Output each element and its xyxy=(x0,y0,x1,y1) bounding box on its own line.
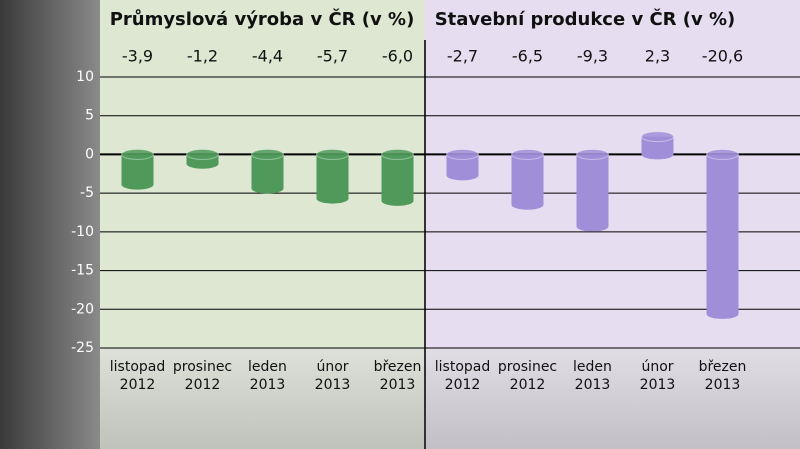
y-tick-label: -20 xyxy=(71,301,94,317)
bar xyxy=(381,154,414,201)
y-tick-label: 10 xyxy=(76,69,94,85)
y-tick-label: -25 xyxy=(71,340,94,356)
y-tick-label: -5 xyxy=(80,185,94,201)
bar xyxy=(576,154,609,227)
side-strip xyxy=(0,0,100,449)
x-tick-label: prosinec xyxy=(173,359,232,375)
x-tick-label: listopad xyxy=(435,359,490,375)
value-label: -6,0 xyxy=(382,47,413,66)
bar-cap xyxy=(316,148,349,160)
y-tick-label: -15 xyxy=(71,263,94,279)
x-tick-label: 2012 xyxy=(510,377,546,393)
value-label: -5,7 xyxy=(317,47,348,66)
x-tick-label: leden xyxy=(573,359,612,375)
x-tick-label: únor xyxy=(641,359,673,375)
chart-title: Průmyslová výroba v ČR (v %) xyxy=(110,8,415,30)
x-tick-label: listopad xyxy=(110,359,165,375)
bar xyxy=(706,154,739,314)
bar-cap xyxy=(641,131,674,143)
value-label: -3,9 xyxy=(122,47,153,66)
x-tick-label: 2013 xyxy=(250,377,286,393)
x-tick-label: 2013 xyxy=(575,377,611,393)
value-label: -2,7 xyxy=(447,47,478,66)
value-label: -4,4 xyxy=(252,47,283,66)
chart-title: Stavební produkce v ČR (v %) xyxy=(435,8,736,30)
bar-cap xyxy=(251,148,284,160)
bar xyxy=(121,154,154,185)
y-tick-label: 5 xyxy=(85,108,94,124)
x-tick-label: 2012 xyxy=(185,377,221,393)
bottom-bg xyxy=(100,348,800,449)
value-label: -9,3 xyxy=(577,47,608,66)
x-tick-label: leden xyxy=(248,359,287,375)
value-label: 2,3 xyxy=(645,47,670,66)
x-tick-label: únor xyxy=(316,359,348,375)
x-tick-label: prosinec xyxy=(498,359,557,375)
y-tick-label: -10 xyxy=(71,224,94,240)
bar-cap xyxy=(381,148,414,160)
bar xyxy=(511,154,544,205)
x-tick-label: 2012 xyxy=(445,377,481,393)
x-tick-label: březen xyxy=(699,359,747,375)
x-tick-label: 2012 xyxy=(120,377,156,393)
bar xyxy=(316,154,349,199)
bar-cap xyxy=(511,148,544,160)
bar-cap xyxy=(121,148,154,160)
bar-cap xyxy=(446,148,479,160)
x-tick-label: 2013 xyxy=(640,377,676,393)
x-tick-label: 2013 xyxy=(380,377,416,393)
x-tick-label: 2013 xyxy=(315,377,351,393)
value-label: -20,6 xyxy=(702,47,743,66)
bar xyxy=(446,154,479,176)
bar-cap xyxy=(186,148,219,160)
bar-cap xyxy=(706,148,739,160)
y-tick-label: 0 xyxy=(85,146,94,162)
bar-cap xyxy=(576,148,609,160)
value-label: -6,5 xyxy=(512,47,543,66)
bar xyxy=(641,136,674,155)
value-label: -1,2 xyxy=(187,47,218,66)
x-tick-label: březen xyxy=(374,359,422,375)
bar xyxy=(251,154,284,189)
x-tick-label: 2013 xyxy=(705,377,741,393)
